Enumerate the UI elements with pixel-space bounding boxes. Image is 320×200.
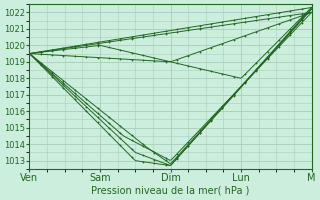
X-axis label: Pression niveau de la mer( hPa ): Pression niveau de la mer( hPa ) (91, 186, 250, 196)
